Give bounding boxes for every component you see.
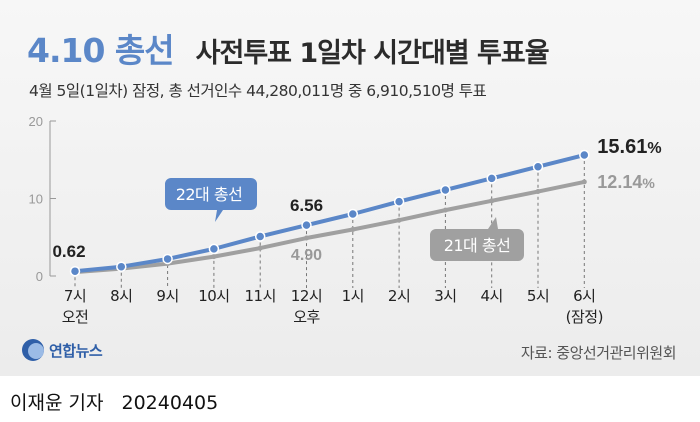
y-tick-label: 10 [29,192,43,207]
data-label: 4.90 [291,247,322,264]
title-election: 4.10 총선 [27,31,175,70]
x-tick-label: 9시 [156,287,178,305]
data-point [211,254,217,260]
legend-bubble-22 [165,178,257,222]
x-tick-sublabel: 오후 [293,308,320,326]
legend-bubble-21 [430,217,524,261]
x-tick-label: 10시 [198,287,229,305]
data-label: 12.14% [597,172,655,192]
y-tick-label: 0 [36,269,43,284]
data-point [579,149,590,161]
data-point [532,161,544,172]
y-tick-label: 20 [29,114,43,129]
x-tick-label: 3시 [434,287,456,305]
data-point [393,196,405,207]
x-tick-label: 12시 [291,287,322,305]
data-point [116,261,127,272]
legend-label-22: 22대 총선 [176,185,243,204]
data-label: 0.62 [52,242,85,261]
data-point [489,198,495,204]
x-tick-label: 7시 [64,287,86,305]
data-point [347,208,359,220]
data-point [69,265,81,277]
x-tick-label: 2시 [388,287,410,305]
data-point [535,189,541,195]
data-point [301,219,312,231]
yonhap-logo-icon [22,339,44,361]
data-point [208,243,220,255]
series-line [73,179,587,275]
chart-card [0,0,700,376]
author: 이재윤 기자 [10,392,104,414]
x-tick-label: 11시 [245,287,276,305]
data-label: 6.56 [290,196,323,215]
x-tick-label: 8시 [110,287,132,305]
title-description: 사전투표 1일차 시간대별 투표율 [195,38,550,69]
data-point [254,231,266,242]
yonhap-logo: 연합뉴스 [22,339,103,361]
data-label-unit: % [647,140,661,157]
legend-label-21: 21대 총선 [444,236,511,255]
x-tick-label: 1시 [342,287,364,305]
data-point [581,179,587,185]
data-point [350,227,356,232]
data-point [162,253,173,265]
x-tick-sublabel: 오전 [62,308,89,326]
data-label-unit: % [642,175,655,191]
data-point [486,173,497,184]
title-row: 4.10 총선 사전투표 1일차 시간대별 투표율 [27,24,550,72]
data-label: 15.61% [597,136,661,158]
x-tick-label: 5시 [527,287,549,305]
series-line [73,153,587,274]
subtitle: 4월 5일(1일차) 잠정, 총 선거인수 44,280,011명 중 6,91… [29,82,487,100]
x-tick-label: 6시 [573,287,595,305]
data-point [440,184,451,196]
data-source: 자료: 중앙선거관리위원회 [520,344,677,362]
logo-text: 연합뉴스 [49,341,103,360]
data-point [257,245,263,251]
data-point [396,217,402,223]
data-point [442,207,448,213]
x-tick-label: 4시 [481,287,503,305]
x-tick-sublabel: (잠정) [566,308,603,326]
publish-date: 20240405 [121,392,219,414]
credit-line: 이재윤 기자 20240405 [10,388,218,415]
data-point [304,235,309,241]
